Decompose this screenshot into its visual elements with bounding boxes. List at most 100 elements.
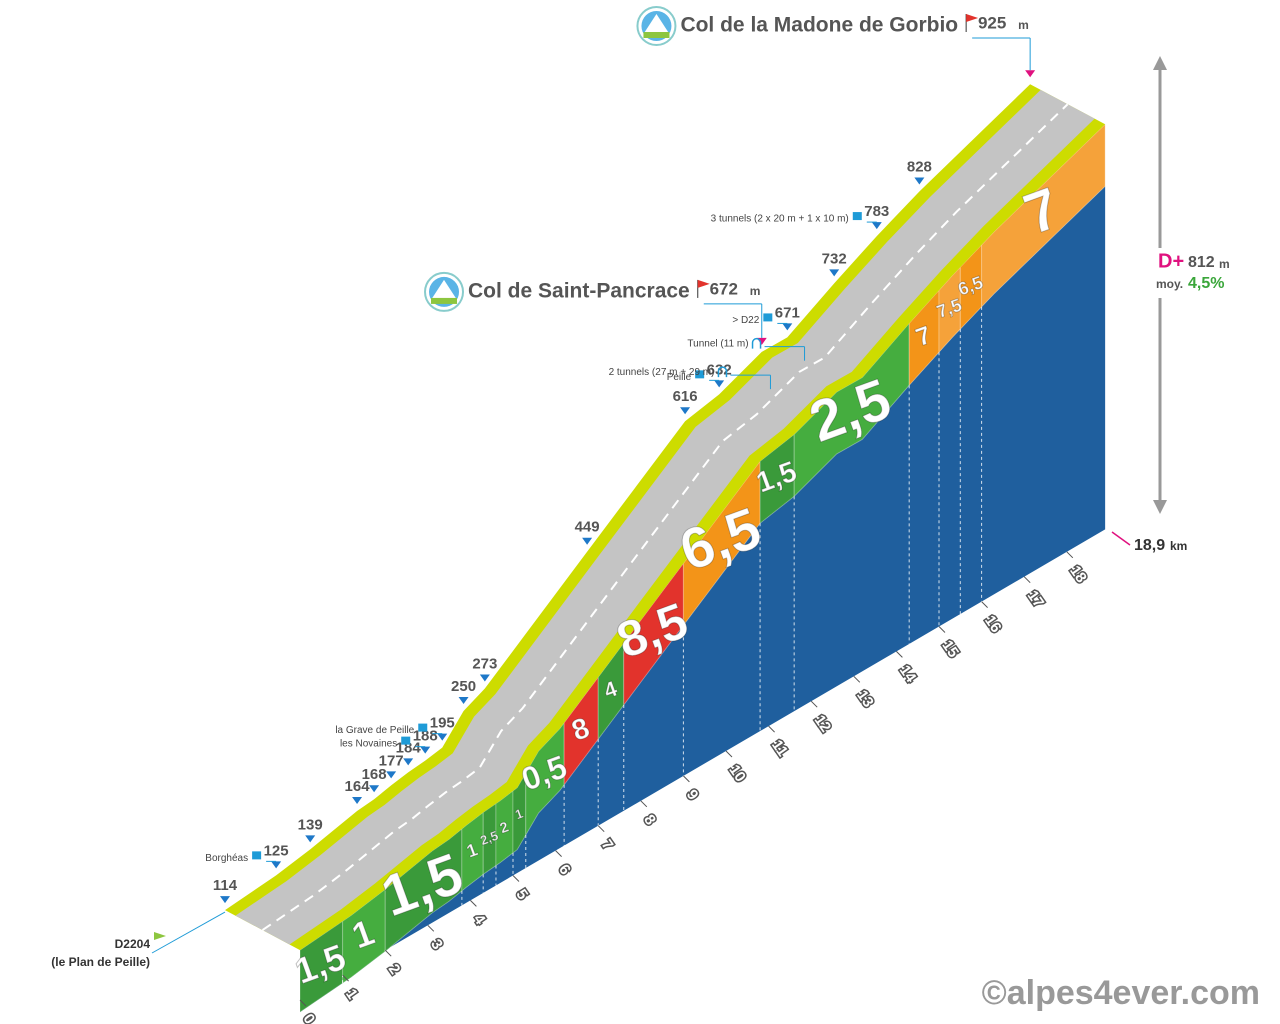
gain-label: D+ — [1158, 250, 1184, 272]
note-icon — [401, 736, 411, 745]
waypoint-note: Tunnel (11 m) — [687, 338, 748, 349]
col-unit: m — [1018, 18, 1029, 32]
km-tick — [512, 875, 520, 882]
elevation-label: 164 — [345, 778, 371, 795]
elevation-marker — [582, 537, 593, 545]
km-tick-label: 17 — [1024, 588, 1047, 611]
average-label: moy. — [1156, 277, 1183, 291]
waypoint-note: > D22 — [732, 315, 759, 326]
elevation-marker — [680, 407, 691, 415]
elevation-marker — [1025, 70, 1036, 78]
col-icon-grass — [643, 32, 670, 38]
elevation-label: 177 — [379, 752, 404, 769]
elevation-marker — [305, 835, 316, 843]
start-leader — [151, 911, 226, 954]
km-tick — [640, 800, 648, 808]
note-icon — [252, 851, 262, 860]
note-icon — [418, 723, 428, 732]
elevation-marker — [479, 674, 490, 682]
km-tick — [1066, 551, 1074, 559]
km-tick-label: 10 — [725, 762, 748, 785]
col-name: Col de Saint-Pancrace — [468, 279, 690, 302]
elevation-label: 449 — [575, 519, 600, 536]
km-tick-label: 4 — [470, 911, 489, 928]
km-tick-label: 1 — [342, 986, 361, 1003]
km-tick-label: 2 — [385, 961, 404, 978]
km-tick — [299, 999, 307, 1007]
elevation-label: 250 — [451, 678, 476, 695]
elevation-marker — [271, 861, 282, 869]
waypoint-note: les Novaines — [340, 738, 397, 749]
elevation-label: 671 — [775, 304, 800, 321]
gain-unit: m — [1219, 257, 1230, 271]
km-tick-label: 9 — [683, 787, 702, 804]
waypoint-note: Peille — [667, 372, 692, 383]
km-tick-label: 18 — [1066, 563, 1089, 586]
elevation-label: 828 — [907, 158, 932, 175]
elevation-label: 114 — [213, 877, 238, 894]
km-tick — [853, 675, 861, 683]
average-value: 4,5% — [1188, 275, 1224, 292]
gain-box — [1148, 248, 1238, 298]
col-unit: m — [750, 284, 761, 298]
elevation-label: 195 — [430, 715, 455, 732]
elevation-label: 139 — [298, 816, 323, 833]
col-elevation: 925 — [978, 13, 1006, 32]
elevation-label: 168 — [362, 766, 387, 783]
km-tick — [470, 900, 477, 907]
km-tick — [938, 626, 946, 633]
km-tick — [896, 651, 903, 658]
start-flag — [154, 932, 166, 940]
elevation-marker — [714, 380, 725, 388]
waypoint-note: la Grave de Peille — [335, 725, 414, 736]
arrow-head — [1153, 500, 1167, 514]
km-tick-label: 12 — [811, 712, 834, 735]
profile-body — [300, 186, 1106, 1013]
km-tick — [597, 825, 605, 833]
flag — [966, 14, 979, 22]
km-tick-label: 7 — [598, 837, 617, 854]
elevation-marker — [369, 785, 380, 793]
elevation-marker — [403, 758, 414, 766]
km-tick-label: 11 — [768, 737, 791, 760]
col-icon-mountain — [643, 14, 670, 34]
km-tick-label: 8 — [640, 812, 659, 829]
col-elevation: 672 — [710, 279, 738, 298]
elevation-label: 732 — [822, 250, 847, 267]
km-tick-label: 16 — [981, 612, 1004, 635]
elevation-label: 188 — [413, 728, 438, 745]
km-tick — [981, 601, 988, 608]
start-label: D2204 — [115, 937, 151, 951]
km-tick — [683, 775, 690, 783]
km-tick-label: 3 — [427, 936, 446, 953]
elevation-marker — [420, 746, 431, 754]
elevation-marker — [914, 177, 925, 185]
km-tick — [427, 924, 435, 932]
elevation-marker — [782, 323, 793, 331]
distance-value: 18,9 — [1134, 537, 1165, 554]
flag — [697, 279, 710, 288]
km-tick — [1023, 576, 1031, 584]
gradient-label: 2,5 — [478, 828, 500, 848]
elevation-marker — [871, 222, 882, 230]
km-tick-label: 14 — [896, 662, 920, 686]
elevation-marker — [829, 269, 840, 277]
col-icon-grass — [431, 297, 458, 304]
elevation-label: 273 — [472, 656, 497, 673]
col-name: Col de la Madone de Gorbio — [680, 14, 958, 37]
col-icon-mountain — [431, 279, 458, 300]
km-tick-label: 13 — [853, 687, 876, 710]
distance-leader — [1111, 531, 1131, 546]
elevation-label: 783 — [864, 203, 889, 220]
km-tick — [725, 750, 733, 758]
km-tick-label: 0 — [299, 1011, 318, 1024]
credit: ©alpes4ever.com — [982, 974, 1260, 1012]
km-tick-label: 5 — [512, 886, 531, 903]
elevation-marker — [220, 896, 230, 904]
waypoint-note: 2 tunnels (27 m + 29 m) — [609, 367, 715, 378]
note-icon — [763, 313, 773, 322]
tunnel-icon — [717, 366, 728, 378]
distance-unit: km — [1170, 539, 1187, 553]
road-layer — [225, 84, 1106, 951]
